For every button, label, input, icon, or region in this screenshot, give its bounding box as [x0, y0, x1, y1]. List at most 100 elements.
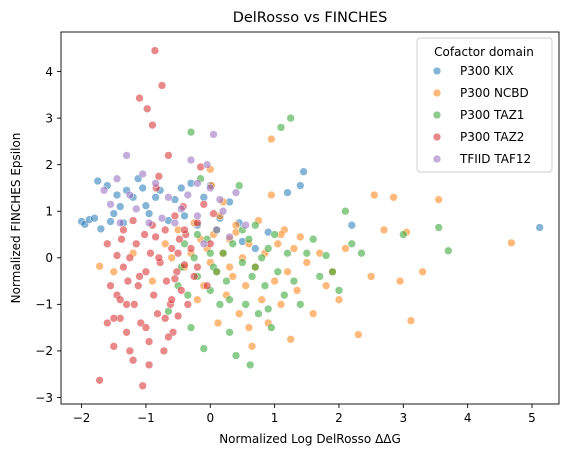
data-point-p300-kix: [144, 209, 154, 218]
data-point-p300-taz1: [218, 249, 228, 258]
data-point-p300-ncbd: [276, 300, 286, 309]
data-point-p300-ncbd: [418, 267, 427, 276]
data-point-p300-ncbd: [213, 318, 223, 328]
data-point-p300-taz2: [193, 262, 202, 272]
data-point-tfiid-taf12: [241, 221, 250, 230]
data-point-p300-taz2: [140, 230, 149, 239]
data-point-p300-kix: [138, 183, 147, 193]
data-point-p300-taz1: [302, 249, 311, 258]
x-tick-label: 5: [528, 411, 536, 425]
data-point-p300-taz1: [280, 290, 289, 300]
data-point-p300-taz2: [119, 225, 128, 235]
data-point-p300-taz1: [186, 323, 196, 332]
legend-label: P300 KIX: [460, 64, 514, 78]
data-point-p300-kix: [112, 190, 122, 200]
legend-items: P300 KIX P300 NCBD P300 TAZ1 P300 TAZ2 TFIID…: [432, 64, 531, 166]
data-point-tfiid-taf12: [170, 218, 180, 228]
data-point-p300-ncbd: [507, 238, 516, 248]
legend-marker: [432, 110, 442, 120]
data-point-p300-ncbd: [289, 244, 299, 253]
data-point-p300-kix: [141, 201, 151, 210]
legend-title: Cofactor domain: [434, 45, 534, 59]
data-point-p300-taz2: [95, 376, 104, 385]
data-point-p300-taz2: [148, 120, 157, 130]
legend-label: TFIID TAF12: [459, 152, 531, 166]
data-point-p300-taz2: [130, 300, 139, 309]
data-point-p300-taz2: [183, 300, 192, 309]
data-point-p300-taz2: [161, 225, 170, 235]
data-point-p300-taz1: [238, 258, 247, 267]
data-point-tfiid-taf12: [209, 130, 218, 139]
data-point-p300-taz2: [125, 253, 134, 262]
y-axis-label: Normalized FINCHES Epsilon: [9, 133, 23, 304]
data-point-p300-taz1: [183, 290, 192, 300]
data-point-p300-kix: [299, 167, 308, 176]
data-point-p300-taz1: [321, 251, 331, 260]
data-point-p300-ncbd: [247, 342, 257, 351]
data-point-p300-taz1: [347, 239, 356, 248]
y-tick-label: 3: [45, 111, 53, 125]
data-point-p300-ncbd: [341, 244, 350, 253]
data-point-p300-taz2: [150, 46, 160, 55]
data-point-p300-taz1: [257, 253, 266, 262]
data-point-tfiid-taf12: [138, 169, 147, 179]
data-point-p300-taz1: [315, 272, 324, 281]
y-tick-label: 4: [45, 65, 53, 79]
data-point-p300-kix: [283, 188, 292, 197]
data-point-p300-taz2: [153, 309, 162, 318]
data-point-tfiid-taf12: [199, 239, 208, 248]
data-point-p300-ncbd: [231, 221, 241, 230]
data-point-p300-taz1: [235, 181, 244, 190]
data-point-p300-taz2: [177, 286, 186, 295]
data-point-p300-taz2: [123, 276, 133, 286]
data-point-p300-taz2: [141, 267, 151, 276]
data-point-tfiid-taf12: [157, 214, 167, 223]
y-tick-label: −2: [35, 344, 53, 358]
data-point-p300-kix: [109, 209, 118, 218]
data-point-p300-taz2: [144, 360, 154, 370]
plot-area-frame: [60, 31, 560, 405]
data-point-p300-taz2: [172, 267, 181, 276]
data-point-p300-taz1: [225, 328, 234, 337]
data-point-p300-ncbd: [292, 286, 302, 295]
data-point-p300-taz2: [186, 244, 196, 253]
data-point-p300-taz2: [122, 300, 131, 309]
legend-marker: [432, 154, 442, 164]
data-point-p300-taz1: [273, 267, 282, 276]
data-point-p300-taz1: [212, 267, 221, 276]
data-point-p300-taz1: [289, 276, 299, 286]
data-point-p300-taz2: [209, 209, 218, 218]
data-point-p300-taz2: [149, 290, 158, 300]
data-point-p300-taz2: [122, 328, 131, 337]
data-point-p300-taz2: [180, 260, 189, 269]
data-point-p300-taz2: [151, 232, 160, 242]
data-point-p300-ncbd: [167, 253, 176, 262]
data-point-tfiid-taf12: [206, 183, 215, 193]
data-point-tfiid-taf12: [106, 200, 115, 209]
data-point-p300-taz2: [193, 218, 202, 228]
x-axis-label: Normalized Log DelRosso ΔΔG: [219, 432, 401, 446]
y-tick-label: 1: [45, 205, 53, 219]
data-point-p300-taz2: [109, 342, 118, 351]
data-point-p300-taz2: [175, 235, 184, 244]
data-point-p300-taz1: [251, 262, 260, 272]
x-tick-label: 4: [464, 411, 472, 425]
data-point-p300-taz2: [154, 172, 163, 181]
data-point-p300-ncbd: [161, 239, 170, 248]
data-point-p300-ncbd: [109, 267, 118, 276]
data-point-p300-taz2: [103, 239, 112, 248]
data-point-tfiid-taf12: [99, 186, 109, 195]
data-point-p300-kix: [116, 202, 125, 211]
data-point-tfiid-taf12: [122, 151, 131, 160]
data-point-p300-kix: [180, 211, 189, 221]
data-point-tfiid-taf12: [225, 232, 234, 242]
data-point-p300-taz2: [199, 200, 208, 209]
data-point-p300-taz1: [286, 113, 295, 123]
data-point-p300-taz2: [119, 262, 128, 272]
data-point-p300-ncbd: [354, 330, 363, 339]
data-point-p300-taz1: [247, 272, 257, 281]
legend-marker: [432, 132, 442, 142]
data-point-tfiid-taf12: [151, 179, 160, 188]
data-point-p300-kix: [251, 244, 260, 253]
